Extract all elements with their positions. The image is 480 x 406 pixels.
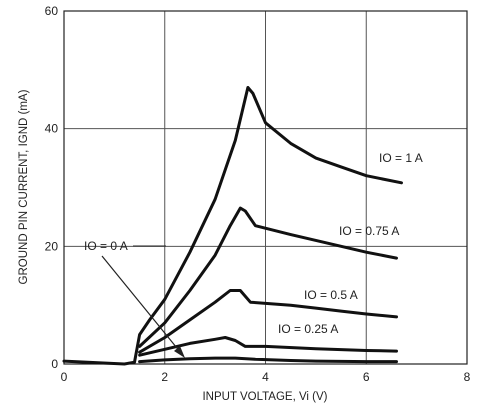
series-line-1	[138, 206, 398, 348]
x-ticks: 0 2 4 6 8	[61, 370, 471, 384]
x-tick-label: 6	[363, 370, 370, 384]
grid-lines	[64, 11, 467, 364]
io-0a-arrowhead	[174, 346, 185, 358]
series-line-3	[138, 336, 398, 357]
label-io-075a: IO = 0.75 A	[339, 224, 399, 238]
series-line-0	[62, 86, 403, 366]
y-tick-label: 60	[45, 4, 59, 18]
x-tick-label: 0	[61, 370, 68, 384]
label-io-05a: IO = 0.5 A	[304, 288, 358, 302]
label-io-0a: IO = 0 A	[84, 239, 128, 253]
series-line-4	[138, 356, 398, 364]
y-tick-label: 40	[45, 122, 59, 136]
io-0a-arrow	[101, 255, 182, 354]
curves	[62, 86, 403, 366]
y-tick-label: 0	[51, 357, 58, 371]
y-axis-title: GROUND PIN CURRENT, IGND (mA)	[18, 89, 30, 284]
series-line-2	[138, 289, 398, 354]
x-tick-label: 4	[262, 370, 269, 384]
label-io-1a: IO = 1 A	[379, 151, 423, 165]
x-tick-label: 2	[161, 370, 168, 384]
plot-frame	[63, 10, 468, 365]
y-tick-label: 20	[45, 239, 59, 253]
x-tick-label: 8	[464, 370, 471, 384]
label-io-025a: IO = 0.25 A	[278, 322, 338, 336]
y-ticks: 0 20 40 60	[45, 4, 59, 371]
x-axis-title: INPUT VOLTAGE, Vi (V)	[202, 391, 327, 403]
